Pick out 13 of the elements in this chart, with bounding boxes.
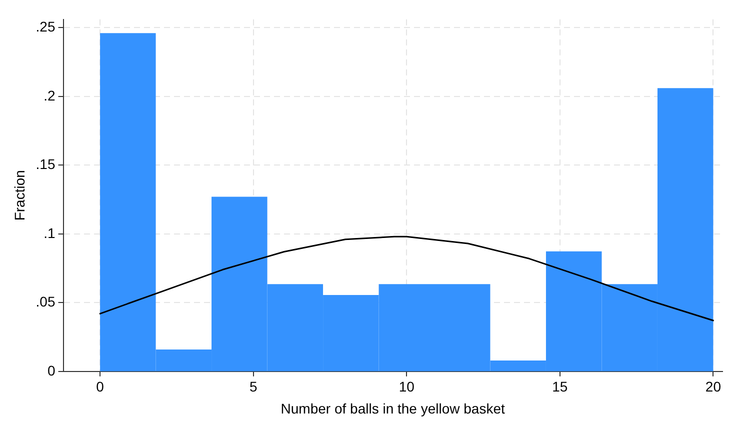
y-tick-label: .05 [36, 294, 56, 310]
x-tick-label: 10 [398, 378, 415, 395]
y-tick-label: .1 [44, 224, 56, 241]
x-tick-label: 5 [249, 378, 258, 395]
x-tick-label: 0 [96, 378, 104, 395]
y-tick-label: .15 [36, 156, 56, 172]
x-axis-title: Number of balls in the yellow basket [280, 400, 505, 416]
y-tick-label: 0 [47, 362, 56, 378]
x-tick-label: 20 [705, 378, 722, 395]
y-axis-title: Fraction [11, 170, 28, 221]
x-tick-label: 15 [552, 378, 568, 395]
y-tick-label: .2 [44, 87, 56, 104]
y-tick-label: .25 [36, 18, 56, 35]
